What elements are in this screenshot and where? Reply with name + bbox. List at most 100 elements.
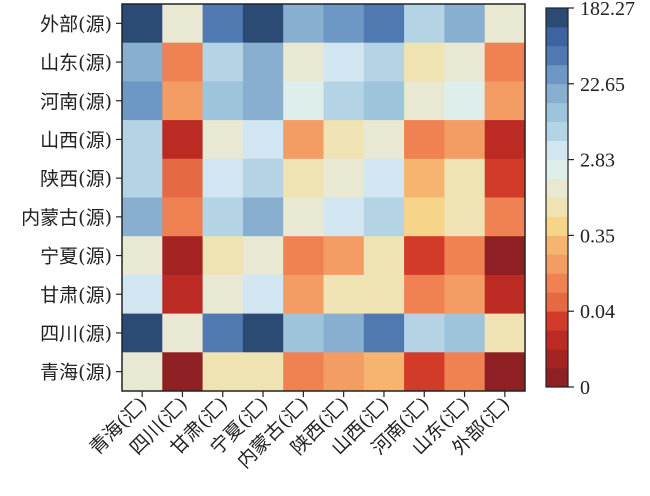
- heatmap-cell: [122, 4, 163, 44]
- heatmap-cell: [242, 352, 284, 392]
- heatmap-cell: [122, 313, 163, 353]
- heatmap-cell: [122, 274, 163, 315]
- heatmap-cell: [363, 120, 405, 160]
- heatmap-cell: [242, 81, 284, 121]
- plot-frame: [121, 3, 526, 392]
- heatmap-cell: [283, 4, 324, 44]
- colorbar-band: [546, 159, 568, 179]
- heatmap-cell: [444, 236, 486, 276]
- colorbar-band: [546, 26, 568, 47]
- heatmap-cell: [363, 197, 405, 237]
- heatmap-cell: [122, 42, 163, 82]
- heatmap-cell: [202, 120, 244, 160]
- colorbar-tick-label: 22.65: [580, 74, 625, 96]
- heatmap-cell: [404, 158, 445, 198]
- colorbar-band: [546, 8, 568, 28]
- heatmap-cell: [404, 236, 445, 276]
- colorbar-band: [546, 311, 568, 331]
- heatmap-cell: [323, 352, 365, 392]
- y-tick-label: 山西(源): [40, 129, 112, 151]
- heatmap-cell: [484, 158, 526, 198]
- heatmap-cell: [363, 352, 405, 392]
- heatmap-cell: [363, 313, 405, 353]
- heatmap-cell: [363, 274, 405, 315]
- colorbar-band: [546, 368, 568, 388]
- heatmap-cell: [202, 352, 244, 392]
- colorbar-band: [546, 140, 568, 160]
- heatmap-cell: [122, 120, 163, 160]
- heatmap-cell: [484, 352, 526, 392]
- heatmap-cell: [162, 4, 204, 44]
- y-tick-label: 外部(源): [40, 13, 112, 35]
- heatmap-cell: [162, 274, 204, 315]
- heatmap-cell: [122, 197, 163, 237]
- heatmap-cell: [162, 197, 204, 237]
- heatmap-cell: [404, 274, 445, 315]
- heatmap-cell: [202, 4, 244, 44]
- heatmap-cell: [323, 274, 365, 315]
- heatmap-cell: [202, 236, 244, 276]
- heatmap-cell: [122, 158, 163, 198]
- heatmap-cell: [323, 197, 365, 237]
- heatmap-cell: [484, 81, 526, 121]
- heatmap-cell: [283, 158, 324, 198]
- heatmap-cell: [323, 42, 365, 82]
- heatmap-cell: [404, 42, 445, 82]
- y-tick-label: 青海(源): [40, 362, 112, 384]
- heatmap-cell: [242, 313, 284, 353]
- heatmap-cell: [484, 236, 526, 276]
- colorbar-band: [546, 64, 568, 85]
- colorbar-frame: [545, 7, 569, 388]
- heatmap-cell: [323, 81, 365, 121]
- colorbar-band: [546, 235, 568, 255]
- heatmap-cell: [202, 81, 244, 121]
- colorbar-tick-label: 0.04: [580, 301, 615, 323]
- y-tick-label: 宁夏(源): [40, 246, 112, 268]
- heatmap-cell: [444, 120, 486, 160]
- y-axis-labels: 外部(源) 山东(源) 河南(源) 山西(源) 陕西(源) 内蒙古(源) 宁夏(源) 甘肃(源…: [21, 13, 122, 384]
- heatmap-cell: [363, 42, 405, 82]
- heatmap-cell: [323, 158, 365, 198]
- colorbar-tick-label: 2.83: [580, 150, 615, 172]
- y-tick-label: 甘肃(源): [40, 284, 112, 306]
- heatmap-cell: [283, 274, 324, 315]
- heatmap-cell: [202, 42, 244, 82]
- colorbar-band: [546, 349, 568, 369]
- heatmap-cell: [242, 274, 284, 315]
- heatmap-cell: [363, 158, 405, 198]
- heatmap-cell: [162, 313, 204, 353]
- heatmap-cell: [202, 313, 244, 353]
- heatmap-cell: [162, 120, 204, 160]
- colorbar-band: [546, 178, 568, 198]
- heatmap-cells: [122, 4, 526, 392]
- colorbar-band: [546, 121, 568, 142]
- colorbar-band: [546, 216, 568, 236]
- heatmap-cell: [323, 4, 365, 44]
- heatmap-cell: [162, 81, 204, 121]
- heatmap-cell: [404, 81, 445, 121]
- heatmap-cell: [283, 81, 324, 121]
- heatmap-cell: [283, 313, 324, 353]
- heatmap-cell: [162, 158, 204, 198]
- heatmap-cell: [444, 313, 486, 353]
- heatmap-cell: [122, 236, 163, 276]
- heatmap-cell: [484, 274, 526, 315]
- heatmap-cell: [404, 352, 445, 392]
- heatmap-cell: [444, 352, 486, 392]
- heatmap-cell: [242, 197, 284, 237]
- heatmap-cell: [122, 81, 163, 121]
- y-tick-label: 河南(源): [40, 91, 112, 113]
- heatmap-cell: [444, 274, 486, 315]
- heatmap-cell: [444, 158, 486, 198]
- colorbar-band: [546, 197, 568, 217]
- y-tick-label: 山东(源): [40, 52, 112, 74]
- heatmap-cell: [323, 236, 365, 276]
- y-tick-label: 内蒙古(源): [21, 207, 112, 229]
- heatmap-cell: [122, 352, 163, 392]
- heatmap-cell: [444, 4, 486, 44]
- heatmap-cell: [404, 197, 445, 237]
- heatmap-cell: [484, 313, 526, 353]
- heatmap-cell: [242, 42, 284, 82]
- heatmap-cell: [242, 4, 284, 44]
